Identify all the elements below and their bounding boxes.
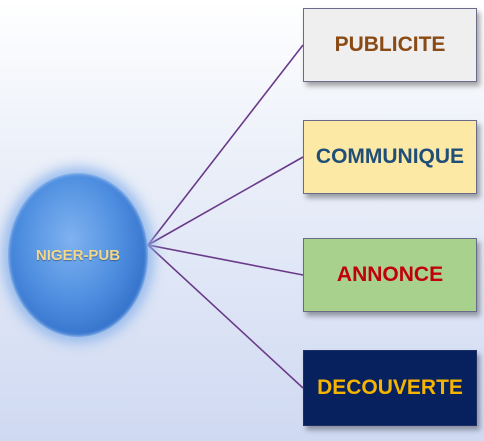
node-label-communique: COMMUNIQUE (315, 145, 465, 168)
connector-communique (147, 156, 304, 246)
connector-annonce (147, 244, 304, 276)
node-communique: COMMUNIQUE (303, 120, 477, 194)
node-label-annonce: ANNONCE (336, 263, 444, 286)
node-label-publicite: PUBLICITE (334, 33, 446, 56)
node-label-decouverte: DECOUVERTE (317, 376, 463, 399)
node-decouverte: DECOUVERTE (303, 350, 477, 426)
connector-publicite (147, 44, 304, 246)
hub-label: NIGER-PUB (35, 246, 121, 264)
connector-decouverte (147, 244, 304, 389)
node-annonce: ANNONCE (303, 238, 477, 312)
node-publicite: PUBLICITE (303, 8, 477, 82)
hub-node: NIGER-PUB (8, 173, 148, 337)
